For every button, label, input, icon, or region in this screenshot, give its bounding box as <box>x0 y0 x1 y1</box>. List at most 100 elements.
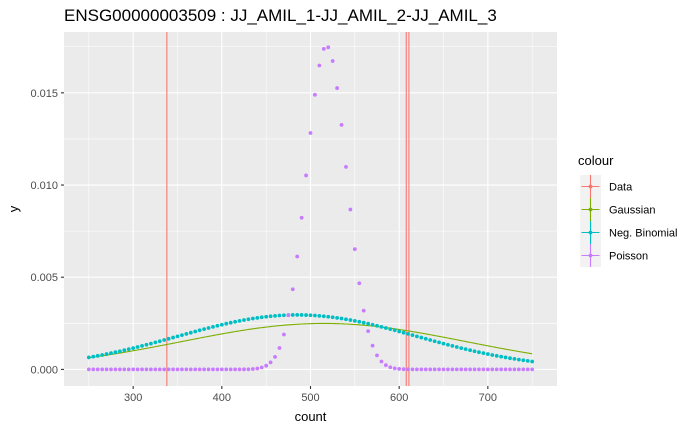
poisson-point <box>450 367 455 372</box>
poisson-point <box>339 122 344 127</box>
poisson-point <box>184 367 189 372</box>
poisson-point <box>308 131 313 135</box>
neg-binomial-point <box>175 334 180 339</box>
neg-binomial-point <box>193 329 198 334</box>
neg-binomial-point <box>149 341 153 346</box>
poisson-point <box>383 363 388 368</box>
neg-binomial-point <box>463 347 468 352</box>
poisson-point <box>313 92 317 97</box>
neg-binomial-point <box>109 351 113 356</box>
neg-binomial-point <box>104 352 109 356</box>
poisson-point <box>104 367 109 372</box>
poisson-point <box>344 164 348 169</box>
x-axis-title: count <box>295 409 327 424</box>
legend-item: Neg. Binomial <box>580 221 677 244</box>
neg-binomial-point <box>126 347 131 352</box>
neg-binomial-point <box>459 346 464 350</box>
poisson-point <box>109 367 113 372</box>
legend-item: Data <box>580 175 633 198</box>
neg-binomial-point <box>157 339 162 344</box>
data-lines <box>166 32 410 386</box>
poisson-point <box>202 367 207 372</box>
poisson-point <box>264 363 269 368</box>
neg-binomial-point <box>184 332 189 336</box>
poisson-point <box>352 247 357 252</box>
neg-binomial-point <box>86 355 91 360</box>
poisson-point <box>379 359 384 364</box>
neg-binomial-point <box>233 319 238 324</box>
neg-binomial-point <box>224 321 229 326</box>
neg-binomial-point <box>437 340 441 345</box>
neg-binomial-point <box>450 343 455 348</box>
neg-binomial-point <box>401 330 406 335</box>
neg-binomial-point <box>357 319 362 324</box>
neg-binomial-point <box>140 343 144 348</box>
poisson-point <box>530 367 535 372</box>
neg-binomial-point <box>113 350 118 355</box>
poisson-point <box>432 367 437 372</box>
poisson-point <box>277 346 282 350</box>
legend-item: Gaussian <box>580 198 655 221</box>
poisson-point <box>91 367 96 372</box>
poisson-point <box>516 367 521 372</box>
poisson-point <box>335 86 339 90</box>
poisson-point <box>375 353 379 358</box>
poisson-point <box>233 367 238 372</box>
poisson-point <box>348 207 353 212</box>
poisson-point <box>415 367 419 372</box>
neg-binomial-point <box>100 353 105 357</box>
poisson-point <box>472 367 477 372</box>
poisson-point <box>485 367 490 372</box>
neg-binomial-point <box>206 326 211 330</box>
neg-binomial-point <box>144 342 149 347</box>
neg-binomial-point <box>122 348 127 353</box>
poisson-point <box>428 367 433 372</box>
poisson-point <box>410 367 415 372</box>
poisson-point <box>370 343 375 348</box>
poisson-point <box>326 45 331 50</box>
neg-binomial-point <box>202 327 207 332</box>
poisson-point <box>149 367 153 372</box>
neg-binomial-point <box>117 349 122 354</box>
neg-binomial-point <box>503 355 508 360</box>
poisson-point <box>215 367 220 372</box>
poisson-point <box>157 367 162 372</box>
y-tick-label: 0.010 <box>30 180 58 192</box>
poisson-point <box>494 367 499 372</box>
neg-binomial-point <box>219 322 224 327</box>
neg-binomial-point <box>441 341 446 346</box>
neg-binomial-point <box>383 326 388 330</box>
neg-binomial-point <box>91 354 96 359</box>
poisson-point <box>259 365 264 370</box>
poisson-point <box>295 254 300 259</box>
y-tick-label: 0.005 <box>30 272 58 284</box>
poisson-point <box>242 367 246 372</box>
poisson-point <box>211 367 215 372</box>
neg-binomial-point <box>508 356 512 361</box>
poisson-point <box>166 367 171 372</box>
neg-binomial-point <box>370 322 375 327</box>
poisson-point <box>366 329 371 334</box>
neg-binomial-point <box>308 313 313 318</box>
neg-binomial-point <box>512 357 517 361</box>
neg-binomial-point <box>366 321 371 326</box>
poisson-point <box>193 367 198 372</box>
poisson-point <box>423 367 428 372</box>
legend-label: Data <box>609 182 633 194</box>
neg-binomial-point <box>131 346 136 350</box>
legend-item: Poisson <box>580 244 648 267</box>
poisson-point <box>468 367 472 372</box>
neg-binomial-point <box>388 327 393 332</box>
neg-binomial-point <box>264 314 269 319</box>
neg-binomial-point <box>344 317 348 322</box>
neg-binomial-point <box>352 318 357 323</box>
poisson-point <box>250 367 255 371</box>
neg-binomial-point <box>361 320 366 325</box>
x-tick-label: 700 <box>479 392 497 404</box>
poisson-point <box>162 367 167 372</box>
poisson-point <box>100 367 105 372</box>
poisson-point <box>117 367 122 372</box>
neg-binomial-point <box>392 328 397 333</box>
neg-binomial-point <box>242 318 246 322</box>
neg-binomial-point <box>525 358 530 363</box>
